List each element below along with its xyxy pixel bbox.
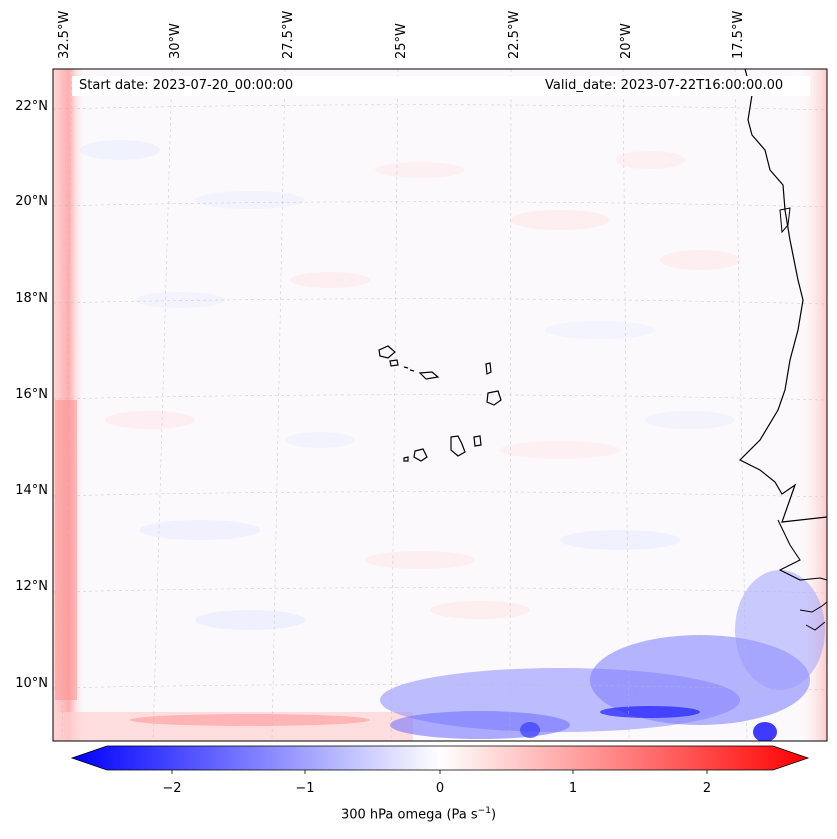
lat-label: 16°N (15, 387, 48, 402)
start-date-label: Start date: 2023-07-20_00:00:00 (79, 78, 294, 93)
lat-label: 14°N (15, 483, 48, 498)
lon-label: 30°W (168, 23, 183, 59)
colorbar-label: 300 hPa omega (Pa s−1) (340, 806, 497, 823)
colorbar-tick-label: −2 (162, 781, 182, 796)
colorbar-tick-label: −1 (295, 781, 315, 796)
colorbar-tick-label: 1 (568, 781, 578, 796)
lat-label: 22°N (15, 99, 48, 114)
lat-label: 10°N (15, 676, 48, 691)
lon-label: 32.5°W (57, 10, 72, 59)
lat-label: 12°N (15, 579, 48, 594)
cape-verde-islands (378, 345, 502, 462)
date-banner (72, 76, 810, 96)
map-frame (52, 68, 828, 742)
valid-date-label: Valid_date: 2023-07-22T16:00:00.00 (545, 78, 784, 93)
lon-label: 22.5°W (507, 10, 522, 59)
lat-label: 18°N (15, 291, 48, 306)
colorbar-tick-label: 0 (435, 781, 445, 796)
colorbar (70, 745, 810, 771)
africa-coastline (738, 69, 827, 523)
lat-label: 20°N (15, 194, 48, 209)
lon-label: 27.5°W (281, 10, 296, 59)
omega-field (53, 69, 827, 741)
colorbar-tick-label: 2 (702, 781, 712, 796)
lon-label: 20°W (619, 23, 634, 59)
colorbar-ticks (171, 770, 708, 774)
lon-label: 25°W (394, 23, 409, 59)
lon-label: 17.5°W (731, 10, 746, 59)
